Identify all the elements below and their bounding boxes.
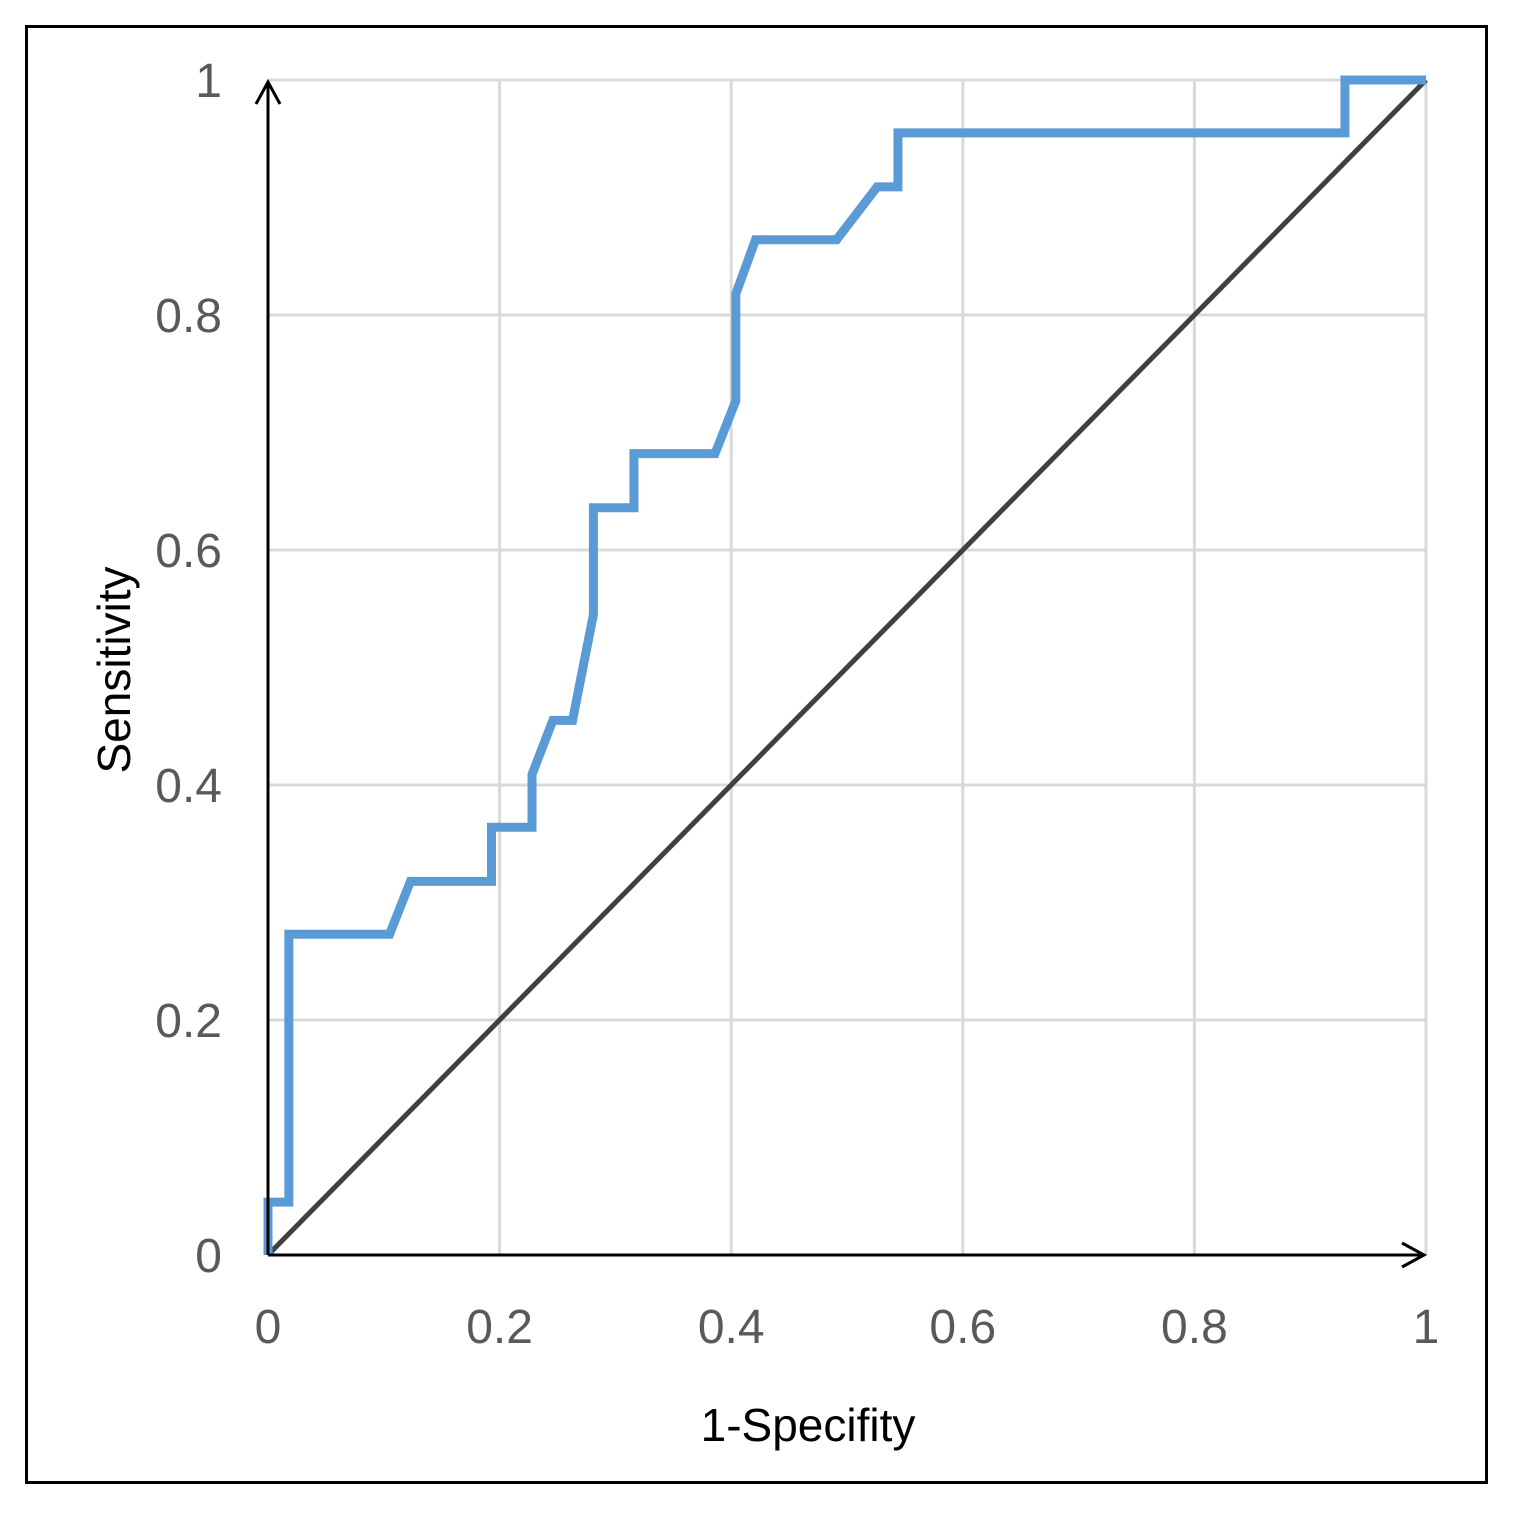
y-tick-label: 0.2: [155, 995, 222, 1048]
x-tick-label: 0.8: [1161, 1301, 1228, 1354]
x-tick-label: 0.2: [466, 1301, 533, 1354]
roc-curve-line: [263, 75, 1426, 1255]
tick-labels: 0 0.2 0.4 0.6 0.8 1 0 0.2 0.4 0.6 0.8 1: [155, 55, 1439, 1354]
x-axis-arrow-icon: [1401, 1241, 1428, 1269]
reference-diagonal-line: [266, 78, 1428, 1257]
y-tick-label: 1: [195, 55, 222, 108]
x-axis-title: 1-Specifity: [701, 1399, 916, 1451]
x-tick-label: 0.6: [929, 1301, 996, 1354]
y-tick-label: 0: [195, 1230, 222, 1283]
grid: [268, 78, 1428, 1255]
x-tick-label: 1: [1413, 1301, 1440, 1354]
x-tick-label: 0.4: [698, 1301, 765, 1354]
y-tick-label: 0.8: [155, 290, 222, 343]
y-tick-label: 0.4: [155, 760, 222, 813]
x-tick-label: 0: [255, 1301, 282, 1354]
series-layer: [263, 75, 1428, 1257]
y-axis-arrow-icon: [254, 78, 282, 105]
y-axis-title: Sensitivity: [88, 566, 140, 773]
axes: [254, 78, 1428, 1269]
y-tick-label: 0.6: [155, 525, 222, 578]
